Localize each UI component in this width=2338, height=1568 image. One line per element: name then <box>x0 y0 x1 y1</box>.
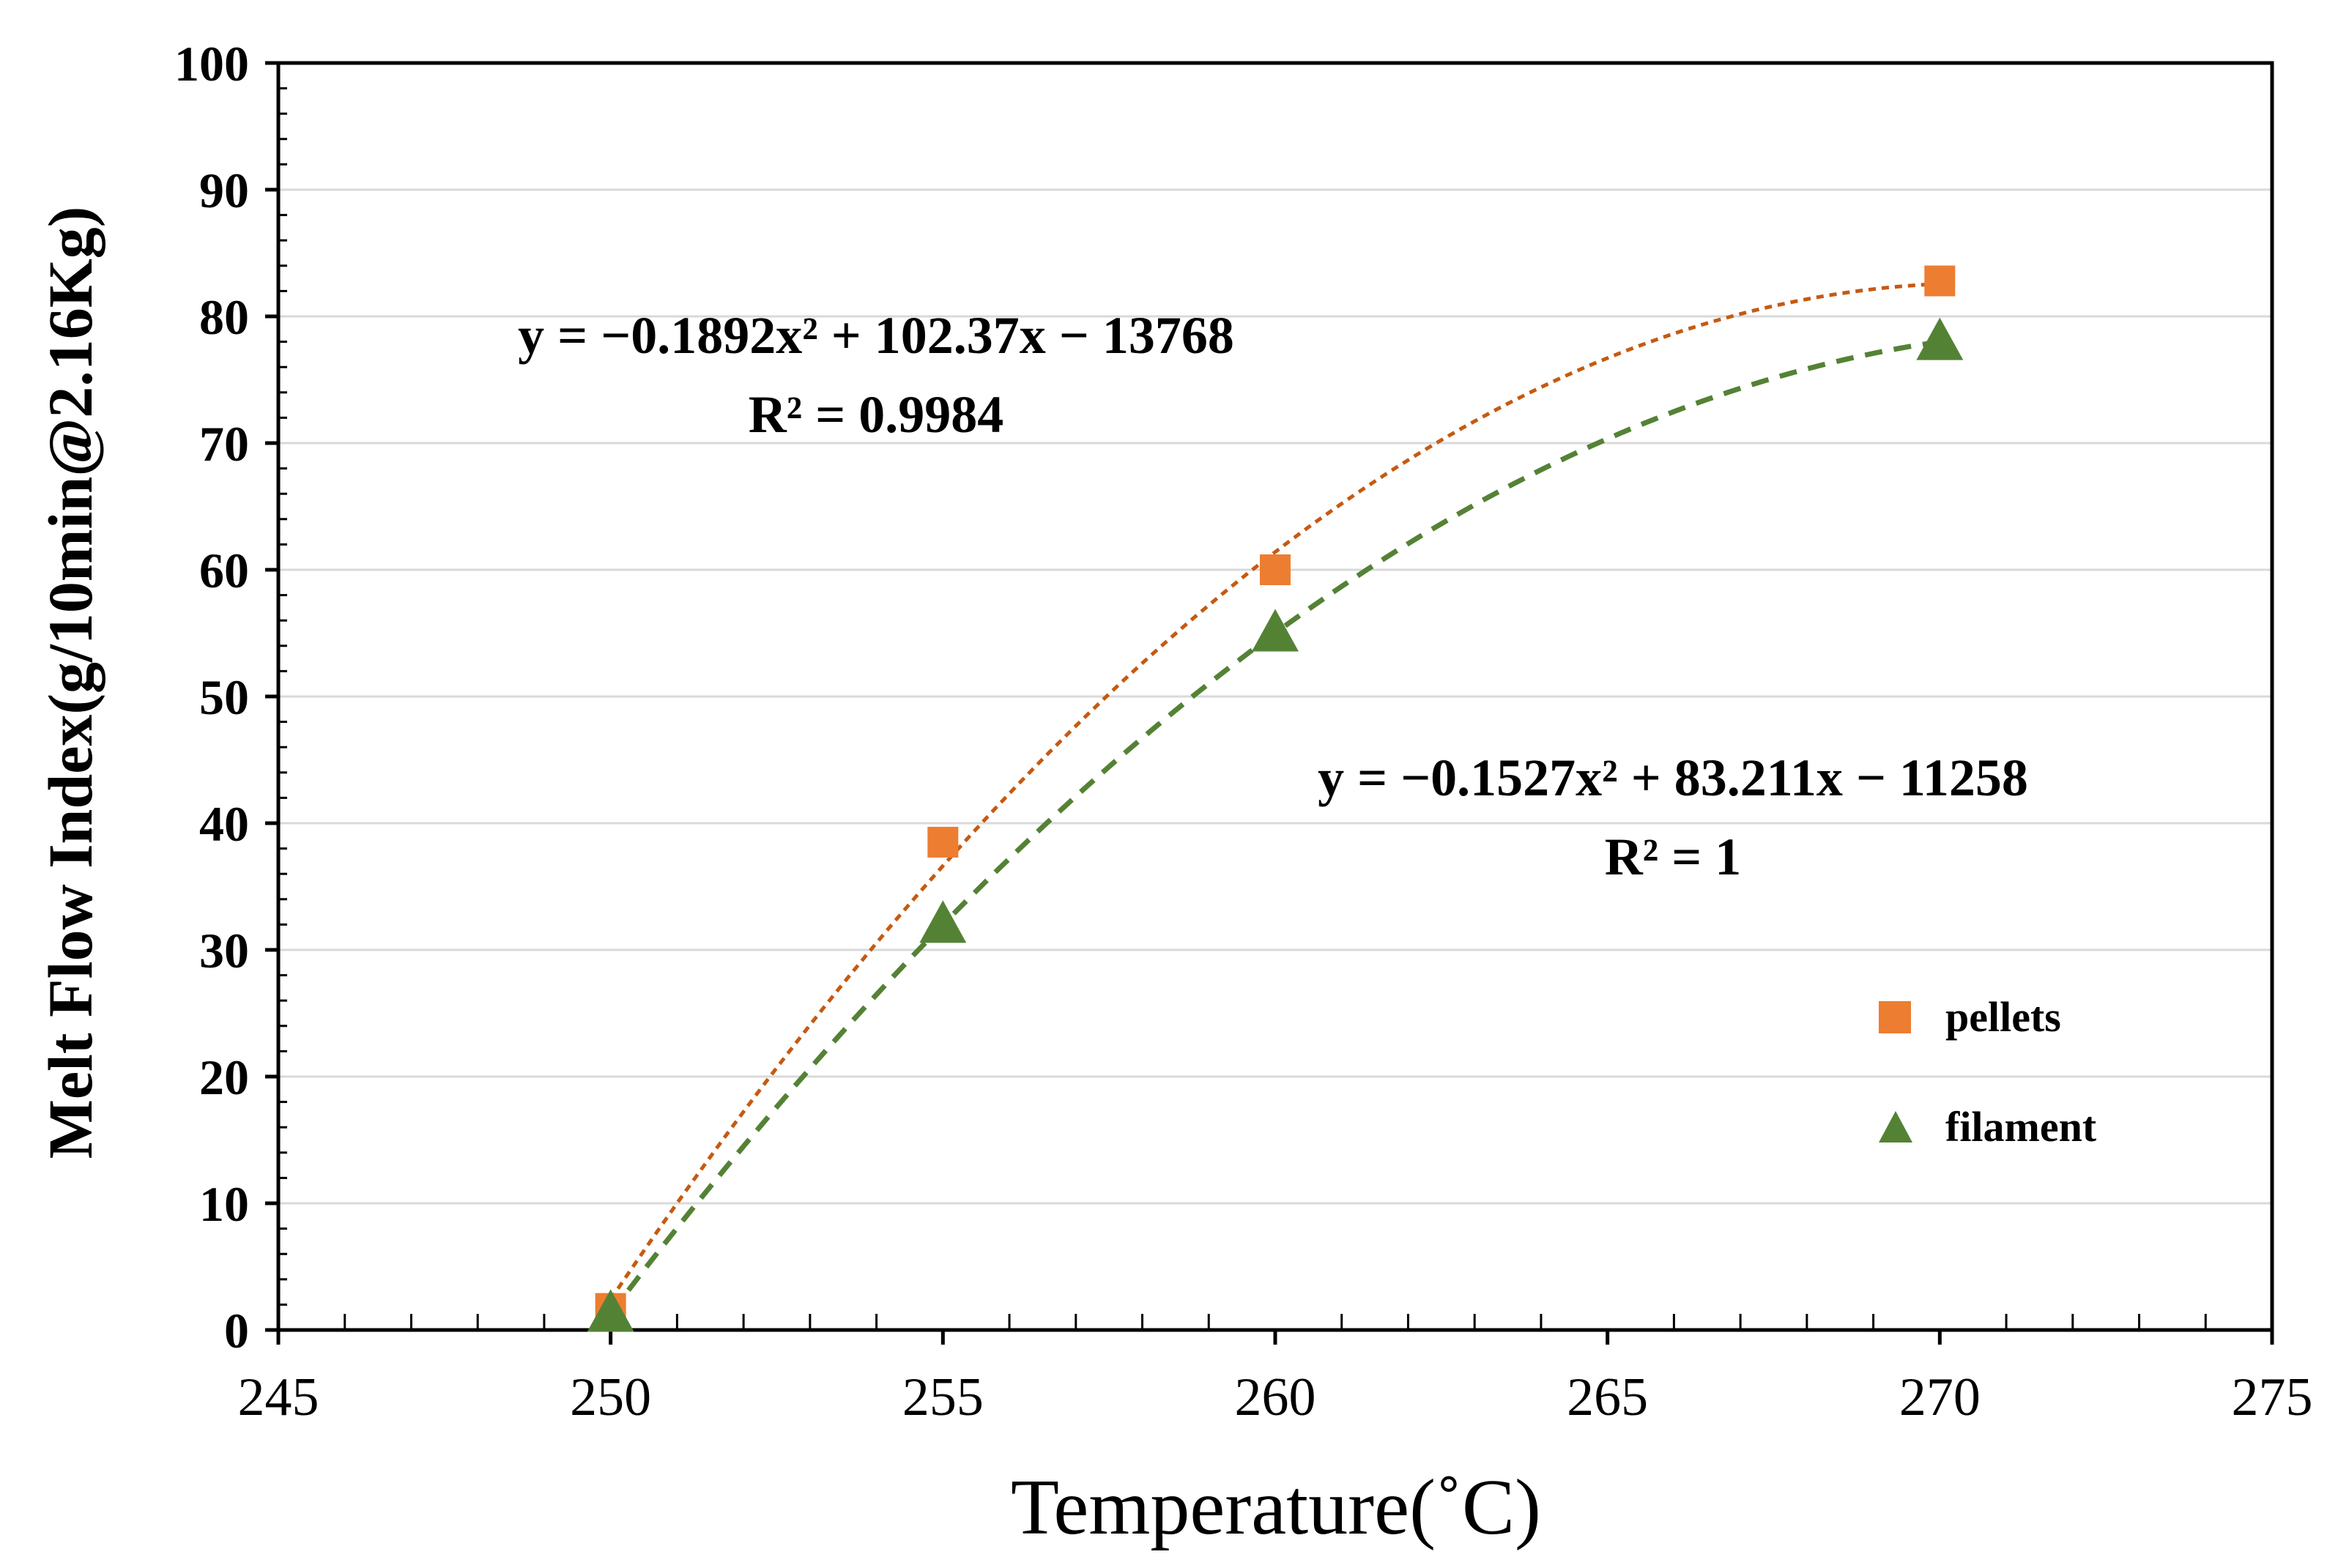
legend-marker-pellets <box>1879 1001 1911 1033</box>
y-tick-label-60: 60 <box>199 543 249 598</box>
y-axis-title: Melt Flow Index(g/10min@2.16Kg) <box>35 207 105 1159</box>
x-tick-label-260: 260 <box>1235 1367 1316 1427</box>
legend-label-filament: filament <box>1945 1103 2097 1151</box>
y-tick-label-10: 10 <box>199 1176 249 1232</box>
point-pellets <box>1924 265 1956 297</box>
pellets-trend-equation: y = −0.1892x² + 102.37x − 13768 <box>518 306 1234 365</box>
trendline-pellets <box>609 282 1940 1301</box>
x-tick-label-275: 275 <box>2232 1367 2313 1427</box>
point-filament <box>919 900 967 943</box>
y-tick-label-40: 40 <box>199 796 249 852</box>
point-pellets <box>1260 554 1291 585</box>
axes: 0 10 20 30 40 50 60 70 80 90 100 245 250 255 260 265 270… <box>174 36 2313 1427</box>
y-tick-label-90: 90 <box>199 163 249 218</box>
x-tick-label-255: 255 <box>902 1367 984 1427</box>
y-tick-label-0: 0 <box>224 1303 249 1359</box>
y-tick-label-70: 70 <box>199 416 249 472</box>
y-tick-label-20: 20 <box>199 1049 249 1105</box>
filament-trend-equation: y = −0.1527x² + 83.211x − 11258 <box>1318 748 2028 807</box>
filament-r-squared: R² = 1 <box>1605 828 1742 886</box>
legend-marker-filament <box>1879 1111 1912 1142</box>
x-tick-label-245: 245 <box>238 1367 319 1427</box>
x-tick-label-270: 270 <box>1899 1367 1981 1427</box>
point-filament <box>587 1289 634 1332</box>
data-markers <box>587 265 1964 1332</box>
legend-label-pellets: pellets <box>1945 993 2061 1041</box>
point-filament <box>1252 609 1299 652</box>
y-tick-label-50: 50 <box>199 669 249 725</box>
y-tick-label-100: 100 <box>174 36 249 92</box>
point-pellets <box>927 826 959 858</box>
x-axis-title: Temperature(˚C) <box>1011 1464 1541 1551</box>
y-tick-label-30: 30 <box>199 923 249 978</box>
x-tick-label-265: 265 <box>1567 1367 1648 1427</box>
legend: pellets filament <box>1879 993 2097 1151</box>
pellets-r-squared: R² = 0.9984 <box>749 385 1004 444</box>
point-filament <box>1916 317 1964 360</box>
y-tick-label-80: 80 <box>199 289 249 345</box>
x-tick-label-250: 250 <box>570 1367 651 1427</box>
